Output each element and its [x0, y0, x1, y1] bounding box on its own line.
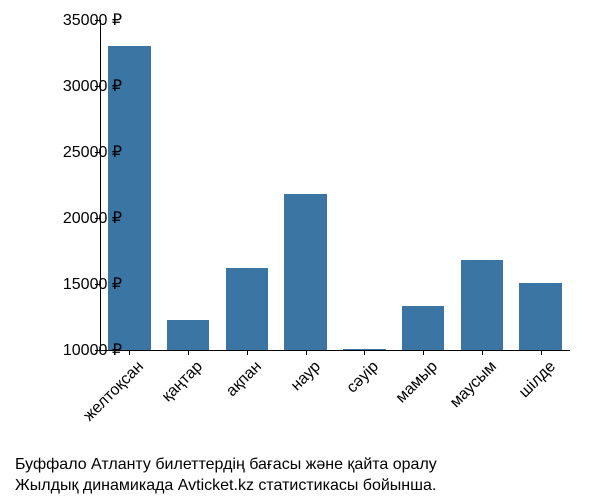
y-tick-mark	[95, 218, 100, 219]
x-tick-mark	[306, 350, 307, 355]
y-tick-mark	[95, 284, 100, 285]
y-tick-mark	[95, 152, 100, 153]
x-tick-mark	[423, 350, 424, 355]
x-tick-mark	[541, 350, 542, 355]
price-chart: 10000 ₽ 15000 ₽ 20000 ₽ 25000 ₽ 30000 ₽ 35000…	[0, 0, 600, 500]
chart-caption: Буффало Атланту билеттердің бағасы және …	[15, 455, 437, 497]
bar	[519, 283, 561, 350]
y-tick-label: 20000 ₽	[63, 208, 122, 228]
x-tick-mark	[247, 350, 248, 355]
bar	[226, 268, 268, 350]
y-tick-label: 25000 ₽	[63, 142, 122, 162]
bar	[461, 260, 503, 350]
y-tick-label: 10000 ₽	[63, 340, 122, 360]
x-tick-mark	[129, 350, 130, 355]
bar	[167, 320, 209, 350]
caption-line-1: Буффало Атланту билеттердің бағасы және …	[15, 455, 437, 476]
y-tick-mark	[95, 86, 100, 87]
y-tick-label: 15000 ₽	[63, 274, 122, 294]
y-axis-line	[100, 20, 101, 350]
y-tick-label: 35000 ₽	[63, 10, 122, 30]
y-tick-mark	[95, 350, 100, 351]
bar	[402, 306, 444, 350]
caption-line-2: Жылдық динамикада Avticket.kz статистика…	[15, 476, 437, 497]
x-tick-mark	[482, 350, 483, 355]
x-axis-line	[100, 350, 570, 351]
plot-area	[100, 20, 570, 350]
bar	[284, 194, 326, 350]
y-tick-mark	[95, 20, 100, 21]
y-tick-label: 30000 ₽	[63, 76, 122, 96]
x-tick-mark	[364, 350, 365, 355]
x-tick-mark	[188, 350, 189, 355]
